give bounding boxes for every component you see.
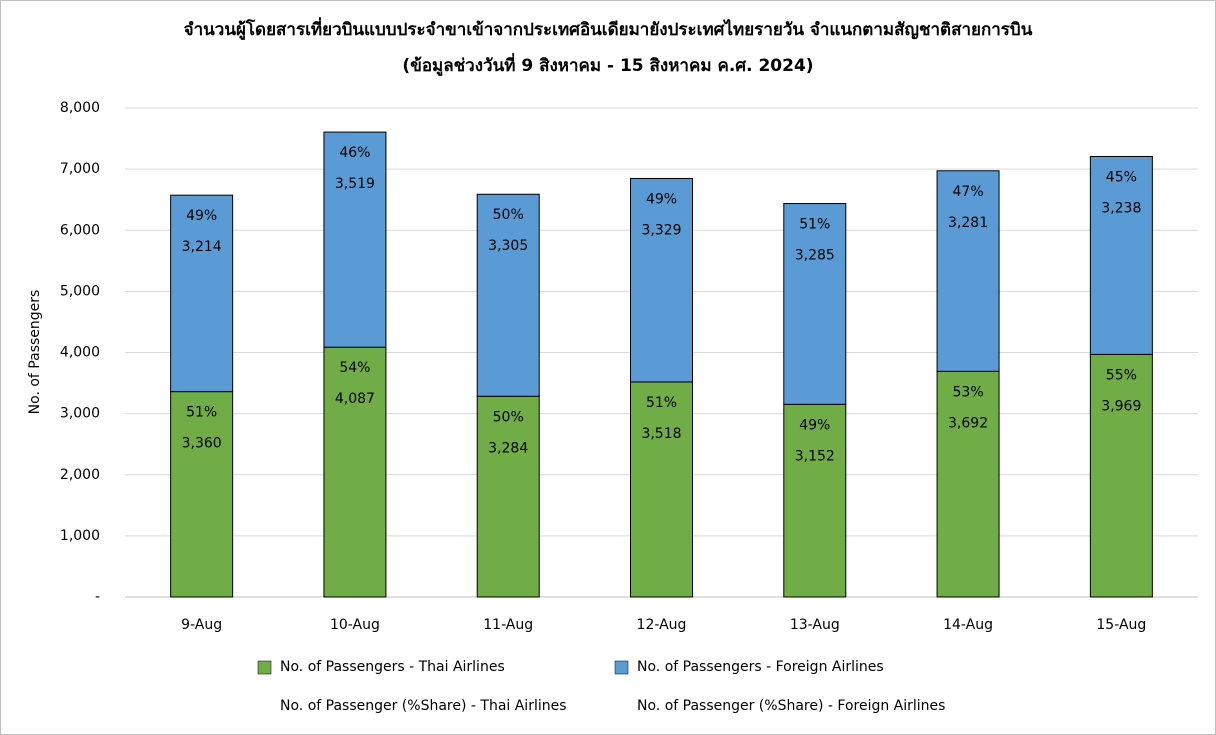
x-tick-label: 15-Aug: [1096, 617, 1146, 633]
y-tick-label: 5,000: [60, 283, 100, 299]
bar: [476, 395, 540, 598]
value-label: 3,284: [488, 440, 528, 456]
bar: [170, 391, 234, 598]
share-label: 46%: [339, 145, 370, 161]
value-label: 3,329: [641, 222, 681, 238]
value-label: 3,360: [182, 436, 222, 452]
share-label: 54%: [339, 360, 370, 376]
share-label: 45%: [1106, 169, 1137, 185]
share-label: 53%: [953, 384, 984, 400]
bar: [170, 194, 234, 393]
share-label: 55%: [1106, 367, 1137, 383]
x-tick-label: 10-Aug: [330, 617, 380, 633]
bar: [476, 193, 540, 397]
share-label: 51%: [799, 217, 830, 233]
y-axis-label: No. of Passengers: [27, 290, 43, 415]
x-tick-label: 14-Aug: [943, 617, 993, 633]
share-label: 47%: [953, 184, 984, 200]
bar: [630, 381, 693, 598]
y-tick-label: -: [95, 589, 100, 605]
share-label: 49%: [799, 417, 830, 433]
bar: [630, 177, 693, 383]
value-label: 3,285: [795, 248, 835, 264]
value-label: 3,692: [948, 415, 988, 431]
value-label: 3,519: [335, 176, 375, 192]
legend-swatch: [257, 660, 272, 675]
legend-label: No. of Passenger (%Share) - Foreign Airl…: [637, 698, 945, 714]
share-label: 50%: [493, 409, 524, 425]
legend-swatch: [614, 660, 629, 675]
value-label: 4,087: [335, 391, 375, 407]
value-label: 3,152: [795, 448, 835, 464]
value-label: 3,281: [948, 215, 988, 231]
y-tick-label: 8,000: [60, 100, 100, 116]
value-label: 3,969: [1101, 398, 1141, 414]
value-label: 3,214: [182, 239, 222, 255]
share-label: 51%: [186, 405, 217, 421]
chart-title: จำนวนผู้โดยสารเที่ยวบินแบบประจำขาเข้าจาก…: [184, 17, 1033, 41]
bar: [783, 203, 847, 405]
bar: [936, 370, 1000, 598]
chart-subtitle: (ข้อมูลช่วงวันที่ 9 สิงหาคม - 15 สิงหาคม…: [402, 53, 813, 77]
bar: [323, 346, 387, 598]
y-tick-label: 6,000: [60, 222, 100, 238]
share-label: 51%: [646, 395, 677, 411]
bar: [1089, 353, 1153, 598]
bar: [936, 170, 1000, 372]
y-tick-label: 3,000: [60, 406, 100, 422]
x-tick-label: 9-Aug: [181, 617, 222, 633]
bar: [323, 131, 387, 348]
value-label: 3,518: [641, 426, 681, 442]
legend-label: No. of Passengers - Thai Airlines: [280, 659, 505, 675]
y-tick-label: 4,000: [60, 345, 100, 361]
x-tick-label: 12-Aug: [637, 617, 687, 633]
bar: [1089, 155, 1153, 355]
share-label: 49%: [646, 191, 677, 207]
y-tick-label: 2,000: [60, 467, 100, 483]
y-tick-label: 1,000: [60, 528, 100, 544]
x-tick-label: 13-Aug: [790, 617, 840, 633]
y-tick-label: 7,000: [60, 161, 100, 177]
x-tick-label: 11-Aug: [483, 617, 533, 633]
value-label: 3,305: [488, 238, 528, 254]
bar: [783, 403, 847, 598]
share-label: 49%: [186, 208, 217, 224]
legend-label: No. of Passenger (%Share) - Thai Airline…: [280, 698, 567, 714]
share-label: 50%: [493, 207, 524, 223]
legend-label: No. of Passengers - Foreign Airlines: [637, 659, 884, 675]
value-label: 3,238: [1101, 200, 1141, 216]
